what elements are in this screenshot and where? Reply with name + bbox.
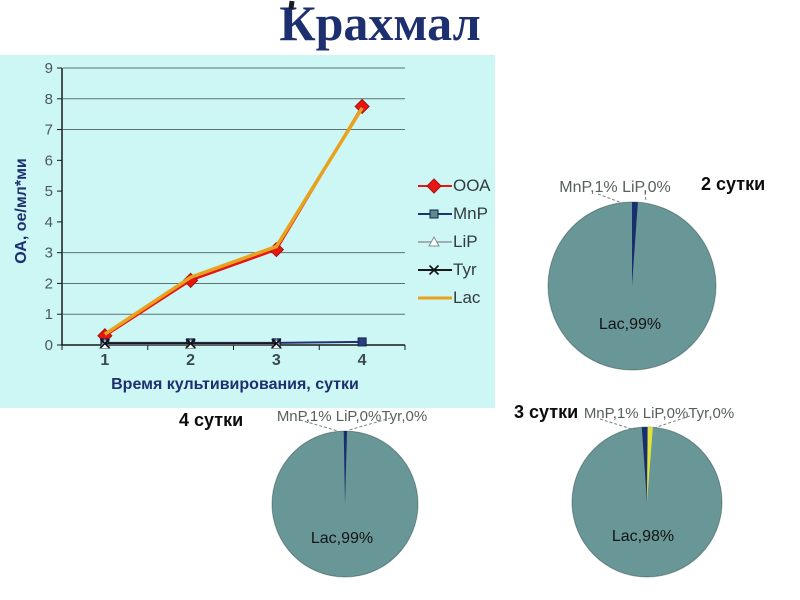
pie-day4-callout-label: MnP,1% LiP,0%Tyr,0%: [276, 408, 428, 425]
leader-line: [348, 417, 392, 431]
chart-legend: ООА MnP LiP Tyr Lac: [418, 172, 490, 312]
legend-item-LiP: LiP: [418, 228, 490, 256]
x-tick-label: 3: [272, 352, 281, 369]
pie-chart-day4: [271, 417, 419, 578]
leader-line: [644, 191, 647, 202]
legend-item-Lac: Lac: [418, 284, 490, 312]
legend-label: ООА: [453, 176, 491, 195]
leader-line: [299, 419, 339, 432]
square-marker: [429, 209, 439, 219]
y-tick-label: 5: [45, 183, 53, 200]
y-axis-title: ОА, ое/мл*ми: [13, 158, 30, 264]
square-marker: [357, 337, 367, 347]
legend-marker-ООА: [418, 178, 452, 194]
slide-title: Крахмал: [279, 0, 481, 51]
y-tick-label: 2: [45, 275, 53, 292]
x-tick-label: 4: [358, 352, 367, 369]
legend-marker-LiP: [418, 235, 452, 247]
diamond-marker: [426, 178, 442, 194]
pie-day3-callout-label: MnP,1% LiP,0%Tyr,0%: [583, 405, 735, 422]
pie-slice-MnP: [343, 431, 348, 504]
y-tick-label: 6: [45, 152, 53, 169]
legend-label: MnP: [453, 204, 488, 223]
line-chart-background: [0, 55, 495, 408]
pie-slice-MnP: [641, 427, 648, 502]
pie-day4-lac-label: Lac,99%: [310, 530, 374, 547]
legend-label: Lac: [453, 288, 481, 307]
pie-slice-MnP: [632, 202, 638, 286]
y-tick-label: 4: [45, 214, 53, 231]
pie-chart-day2: [547, 191, 717, 371]
pie-day3-lac-label: Lac,98%: [611, 528, 675, 545]
x-tick-label: 2: [186, 352, 195, 369]
leader-line: [653, 415, 691, 429]
legend-label: Tyr: [453, 260, 477, 279]
pie-day2-callout-label: MnP,1% LiP,0%: [559, 179, 671, 196]
x-marker: [271, 338, 282, 349]
legend-marker-MnP: [418, 209, 452, 219]
leader-line: [599, 418, 636, 431]
legend-marker-Tyr: [418, 264, 452, 276]
y-tick-label: 9: [45, 60, 53, 77]
pie-chart-day3: [571, 415, 723, 578]
y-tick-label: 3: [45, 245, 53, 262]
pie-day3-title: 3 сутки: [514, 402, 579, 422]
y-tick-label: 8: [45, 91, 53, 108]
x-marker: [428, 264, 440, 276]
x-marker: [99, 338, 110, 349]
pie-slice-Tyr: [647, 427, 653, 502]
leader-line: [597, 193, 623, 204]
legend-item-ООА: ООА: [418, 172, 490, 200]
diamond-marker: [354, 98, 370, 115]
legend-item-Tyr: Tyr: [418, 256, 490, 284]
x-tick-label: 1: [100, 352, 109, 369]
triangle-marker: [428, 235, 440, 247]
line-chart: 0 1 2 3 4 5 6 7 8 9 1 2 3 4: [45, 60, 406, 369]
y-tick-label: 1: [45, 306, 53, 323]
pie-day2-title: 2 сутки: [701, 174, 766, 194]
legend-marker-Lac: [418, 296, 452, 300]
pie-day4-title: 4 сутки: [179, 410, 244, 430]
legend-item-MnP: MnP: [418, 200, 490, 228]
x-marker: [185, 338, 196, 349]
legend-label: LiP: [453, 232, 478, 251]
y-tick-label: 0: [45, 337, 53, 354]
pie-day2-lac-label: Lac,99%: [598, 316, 662, 333]
series-line-ООА: [104, 105, 364, 337]
y-tick-label: 7: [45, 122, 53, 139]
x-axis-title: Время культивирования, сутки: [111, 376, 359, 393]
series-line-Lac: [103, 107, 364, 336]
